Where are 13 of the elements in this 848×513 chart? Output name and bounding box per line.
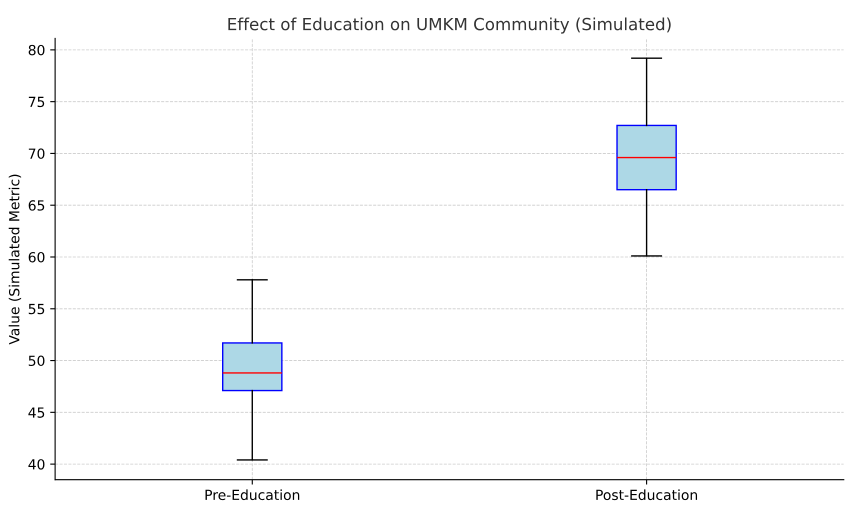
y-tick-label: 40 — [28, 459, 44, 470]
y-tick-label: 65 — [28, 200, 44, 211]
y-tick-label: 80 — [28, 44, 44, 56]
y-tick-label: 55 — [28, 304, 44, 314]
x-tick-label: Pre-Education — [206, 489, 300, 500]
y-tick-label: 60 — [28, 252, 44, 262]
y-tick-label: 70 — [28, 148, 44, 159]
y-tick-label: 50 — [28, 356, 44, 366]
x-tick-label: Post-Education — [596, 489, 698, 500]
y-tick-label: 45 — [28, 407, 44, 418]
y-axis-title: Value (Simulated Metric) — [8, 174, 22, 345]
y-tick-label: 75 — [28, 96, 44, 108]
chart-title: Effect of Education on UMKM Community (Simulated) — [228, 17, 671, 34]
